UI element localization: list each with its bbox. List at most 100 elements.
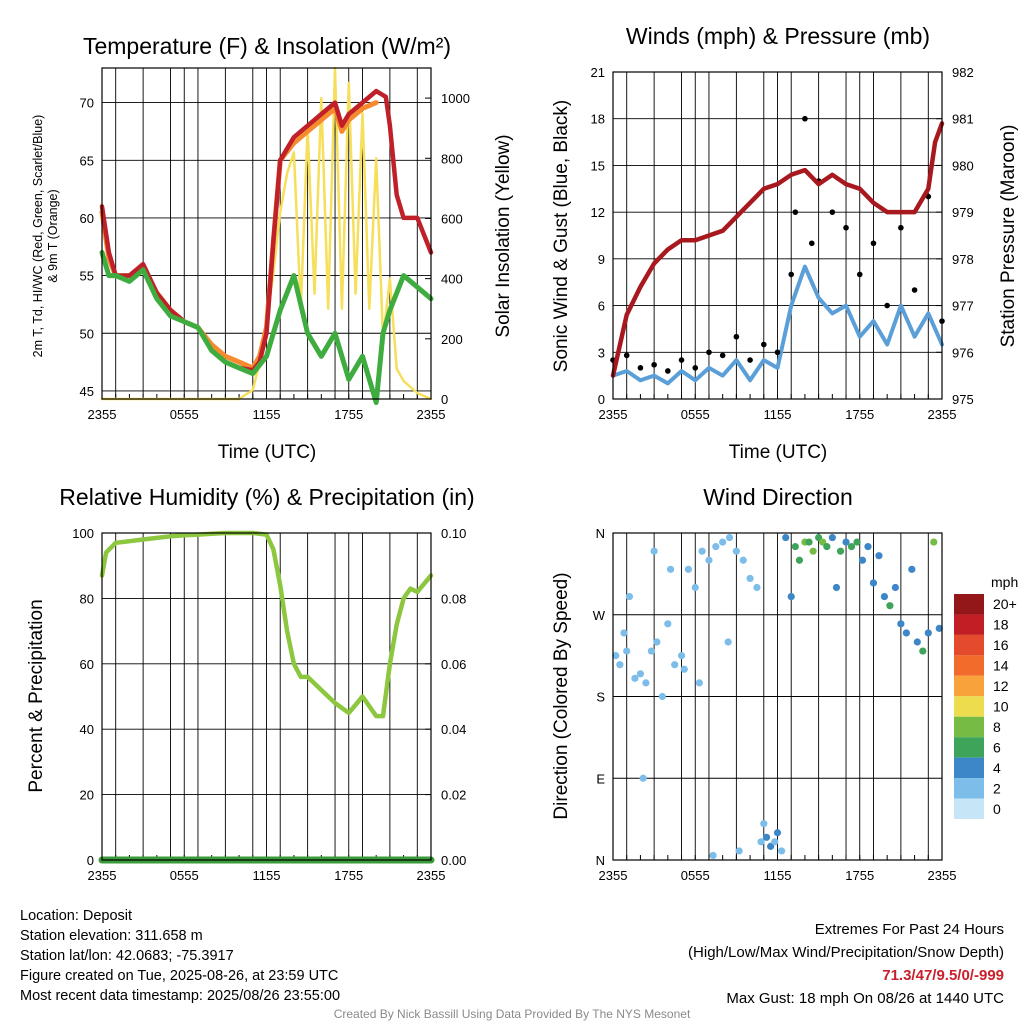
direction-point	[778, 847, 786, 855]
direction-point	[698, 547, 706, 555]
gust-point	[808, 240, 815, 247]
direction-point	[795, 556, 804, 564]
direction-point	[695, 679, 703, 687]
temp-ylabel-line1: 2m T, Td, HI/WC (Red, Green, Scarlet/Blu…	[31, 115, 45, 358]
legend-label: 6	[993, 739, 1001, 755]
direction-point	[902, 629, 910, 637]
rh-panel: 2355 0555 1155 1755 23550204060801000.000.02…	[72, 526, 466, 883]
dewpoint-line	[99, 250, 434, 405]
temp-ylabel-right: Solar Insolation (Yellow)	[493, 134, 514, 337]
rh-xtick-label: 2355	[417, 868, 446, 883]
extremes-heading: Extremes For Past 24 Hours	[814, 921, 1004, 938]
station-info: Location: Deposit Station elevation: 311…	[20, 906, 340, 1006]
gust-point	[678, 357, 685, 363]
rh-ylabel: Percent & Precipitation	[26, 599, 47, 792]
gust-point	[898, 224, 904, 231]
direction-point	[919, 647, 927, 655]
direction-point	[724, 638, 732, 646]
gust-point	[651, 361, 657, 368]
direction-point	[930, 538, 938, 546]
temp-ytick-label: 45	[80, 384, 94, 399]
direction-point	[709, 851, 717, 860]
direction-point	[809, 547, 817, 555]
rh-panel-title: Relative Humidity (%) & Precipitation (i…	[59, 484, 474, 510]
wind-xtick-label: 1755	[845, 407, 874, 422]
gust-point	[802, 115, 808, 122]
wind-ytick-label: 6	[598, 299, 605, 314]
dir-xtick-label: 2355	[599, 868, 628, 883]
wind-xtick-label: 0555	[681, 407, 710, 422]
temp-yright-label: 800	[441, 151, 463, 166]
direction-point	[875, 552, 883, 560]
temp-yright-label: 0	[441, 392, 448, 407]
wind-ytick-label: 21	[591, 65, 605, 80]
gust-point	[870, 240, 877, 247]
gust-point	[856, 271, 863, 278]
extremes-box: Extremes For Past 24 Hours (High/Low/Max…	[688, 918, 1004, 1010]
wind-ytick-label: 18	[591, 112, 605, 127]
wind-yright-label: 981	[952, 112, 974, 127]
gust-point	[774, 349, 781, 356]
legend-label: 12	[993, 678, 1009, 694]
gust-point	[692, 365, 699, 371]
rh-xtick-label: 0555	[170, 868, 199, 883]
rh-yright-label: 0.00	[441, 853, 466, 868]
direction-point	[762, 833, 771, 841]
direction-point	[891, 583, 899, 592]
direction-point	[847, 543, 856, 551]
wind-ylabel-right: Station Pressure (Maroon)	[998, 125, 1019, 348]
gust-point	[706, 349, 712, 356]
temp-ytick-label: 50	[80, 326, 94, 341]
legend-swatch	[954, 798, 984, 819]
wind-yright-label: 978	[952, 252, 974, 267]
direction-point	[642, 679, 650, 687]
gust-point	[719, 352, 726, 359]
gust-point	[623, 352, 630, 359]
legend-label: 0	[993, 801, 1001, 817]
legend-swatch	[954, 614, 984, 635]
wind-yright-label: 977	[952, 299, 974, 314]
rh-xtick-label: 1155	[253, 868, 281, 883]
rh-ytick-label: 0	[87, 853, 94, 868]
temp-xlabel: Time (UTC)	[218, 442, 317, 463]
legend-swatch	[954, 757, 984, 779]
rh-ytick-label: 20	[80, 788, 94, 803]
temp-ytick-label: 70	[80, 96, 94, 111]
temp-xtick-label: 2355	[417, 407, 446, 422]
direction-point	[666, 565, 675, 573]
direction-point	[886, 602, 894, 610]
sonic-wind-line	[611, 264, 944, 386]
direction-point	[853, 538, 861, 546]
legend-label: 2	[993, 780, 1001, 796]
legend-label: 4	[993, 760, 1001, 776]
elevation-text: Station elevation: 311.658 m	[20, 928, 203, 944]
wind-xtick-label: 2355	[928, 407, 957, 422]
rh-xtick-label: 2355	[88, 868, 117, 883]
rh-yright-label: 0.10	[441, 526, 466, 541]
direction-point	[832, 583, 841, 592]
direction-point	[653, 638, 661, 646]
direction-point	[773, 829, 782, 837]
wind-frame	[612, 71, 943, 400]
legend-label: 8	[993, 719, 1001, 735]
wind-ytick-label: 9	[598, 252, 605, 267]
gust-point	[788, 271, 795, 278]
direction-point	[771, 838, 779, 846]
gust-point	[792, 209, 799, 215]
latlon-text: Station lat/lon: 42.0683; -75.3917	[20, 948, 234, 964]
legend-swatch	[954, 634, 984, 656]
rh-ytick-label: 80	[80, 591, 94, 606]
wind-xlabel: Time (UTC)	[729, 442, 828, 463]
temp-yright-label: 1000	[441, 91, 470, 106]
direction-point	[897, 620, 905, 628]
rh-frame	[101, 532, 432, 861]
direction-point	[612, 652, 620, 660]
wind-yright-label: 976	[952, 345, 974, 360]
direction-point	[620, 629, 628, 637]
temp-xtick-label: 1755	[334, 407, 363, 422]
gust-point	[884, 302, 890, 309]
legend-swatch	[954, 655, 984, 676]
gust-point	[829, 209, 836, 215]
gust-point	[760, 341, 767, 348]
